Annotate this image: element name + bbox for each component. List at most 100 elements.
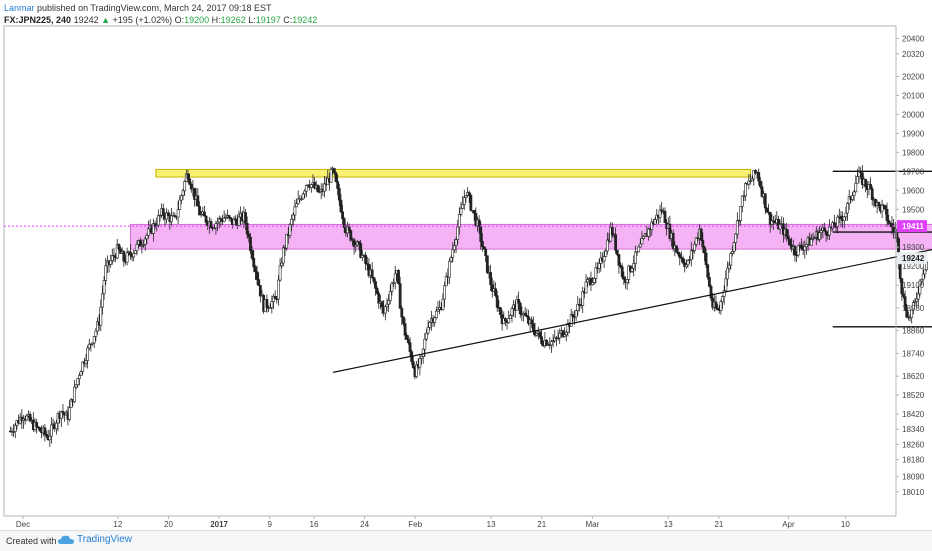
candle-body bbox=[763, 193, 767, 209]
y-tick-label: 19500 bbox=[902, 205, 925, 214]
candle-body bbox=[675, 245, 678, 253]
candle-body bbox=[423, 338, 427, 350]
candle-body bbox=[699, 228, 703, 241]
candle-body bbox=[387, 300, 391, 305]
candle-body bbox=[398, 283, 402, 309]
author-link[interactable]: Lanmar bbox=[4, 3, 35, 13]
candle-body bbox=[586, 279, 590, 283]
candle-body bbox=[550, 341, 553, 346]
candle-body bbox=[772, 220, 775, 223]
candle-body bbox=[370, 269, 374, 278]
candle-body bbox=[436, 308, 440, 312]
candle-body bbox=[402, 316, 405, 324]
candle-body bbox=[856, 176, 859, 184]
candle-body bbox=[59, 411, 63, 419]
candle-body bbox=[411, 361, 415, 369]
candle-body bbox=[219, 218, 223, 221]
y-tick-label: 18860 bbox=[902, 327, 925, 336]
candle-body bbox=[499, 307, 502, 316]
candle-body bbox=[778, 224, 782, 230]
candle-body bbox=[268, 307, 272, 309]
candle-body bbox=[540, 336, 544, 344]
candle-body bbox=[400, 308, 404, 318]
y-tick-label: 19300 bbox=[902, 243, 925, 252]
candle-body bbox=[28, 413, 32, 422]
candle-body bbox=[680, 257, 683, 259]
candle-body bbox=[739, 206, 743, 221]
x-tick-label: 2017 bbox=[210, 520, 228, 529]
candle-body bbox=[758, 180, 762, 188]
candle-body bbox=[457, 214, 461, 228]
candle-body bbox=[591, 282, 594, 286]
candle-body bbox=[846, 203, 849, 214]
candle-body bbox=[531, 323, 535, 331]
candle-body bbox=[142, 244, 145, 246]
candle-body bbox=[605, 239, 609, 252]
candle-body bbox=[84, 360, 88, 364]
candle-body bbox=[165, 212, 168, 220]
candle-body bbox=[425, 332, 428, 340]
last-price-badge-text: 19242 bbox=[902, 254, 925, 263]
candle-body bbox=[842, 216, 846, 221]
symbol-line: FX:JPN225, 240 19242 ▲ +195 (+1.02%) O:1… bbox=[4, 14, 317, 26]
candle-body bbox=[847, 196, 851, 204]
candle-body bbox=[270, 301, 274, 308]
candle-body bbox=[444, 275, 448, 287]
candle-body bbox=[576, 304, 580, 311]
candle-body bbox=[117, 244, 121, 250]
candle-body bbox=[647, 228, 650, 237]
price-labels-layer: 19411 19242 bbox=[897, 220, 927, 265]
candle-body bbox=[760, 186, 764, 197]
candle-body bbox=[727, 264, 731, 269]
x-tick-label: 21 bbox=[714, 520, 723, 529]
symbol-label[interactable]: FX:JPN225, 240 bbox=[4, 15, 72, 25]
candle-body bbox=[428, 322, 432, 328]
price-chart[interactable]: 10.6180 20400203202020020100200001990019… bbox=[0, 0, 932, 530]
x-tick-label: 24 bbox=[360, 520, 369, 529]
y-tick-label: 18420 bbox=[902, 410, 925, 419]
x-tick-label: Mar bbox=[585, 520, 599, 529]
x-tick-label: 20 bbox=[164, 520, 173, 529]
candle-body bbox=[824, 230, 828, 236]
candle-body bbox=[92, 336, 96, 344]
brand-link[interactable]: TradingView bbox=[58, 534, 132, 545]
candle-body bbox=[836, 216, 840, 228]
candle-body bbox=[433, 317, 437, 323]
candle-body bbox=[564, 331, 568, 336]
candle-body bbox=[99, 306, 103, 326]
candle-body bbox=[813, 237, 817, 239]
candle-body bbox=[714, 301, 718, 309]
candle-body bbox=[12, 431, 16, 433]
time-axis[interactable]: Dec 12 20 2017 9 16 24 Feb 13 21 Mar 13 21 Apr 10 bbox=[16, 516, 851, 529]
candle-body bbox=[684, 264, 688, 268]
candle-body bbox=[405, 335, 409, 340]
candle-body bbox=[887, 220, 891, 224]
candle-body bbox=[777, 218, 780, 230]
close-label: C: bbox=[283, 15, 293, 25]
candle-body bbox=[35, 422, 39, 428]
candle-body bbox=[515, 299, 519, 311]
candle-body bbox=[900, 278, 904, 295]
candle-body bbox=[334, 172, 338, 182]
candle-body bbox=[244, 212, 247, 224]
candle-body bbox=[604, 250, 608, 257]
candle-body bbox=[668, 223, 672, 239]
candle-body bbox=[834, 226, 838, 228]
candle-body bbox=[245, 222, 249, 235]
candle-body bbox=[265, 299, 269, 308]
candle-body bbox=[525, 315, 529, 317]
candle-body bbox=[660, 209, 664, 212]
candle-body bbox=[61, 411, 65, 414]
candle-body bbox=[823, 227, 826, 232]
candle-body bbox=[556, 337, 560, 339]
candle-body bbox=[372, 277, 376, 282]
candle-body bbox=[377, 293, 381, 304]
candle-body bbox=[128, 251, 132, 256]
candle-body bbox=[74, 384, 78, 388]
candle-body bbox=[619, 265, 622, 268]
y-tick-label: 18010 bbox=[902, 488, 925, 497]
y-tick-label: 19600 bbox=[902, 186, 925, 195]
candle-body bbox=[43, 427, 47, 435]
brand-text: TradingView bbox=[77, 534, 133, 545]
candle-body bbox=[538, 331, 542, 338]
